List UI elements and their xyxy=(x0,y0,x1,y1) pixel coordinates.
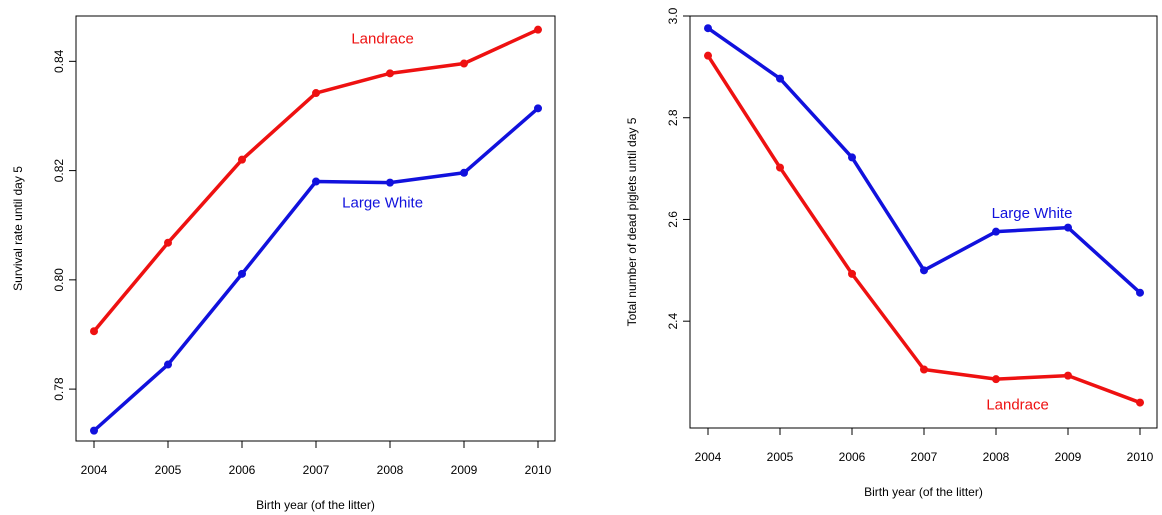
x-tick-label: 2009 xyxy=(1055,450,1082,464)
series-line-landrace xyxy=(706,53,1142,405)
data-point-landrace xyxy=(312,89,320,98)
data-point-large-white xyxy=(1064,223,1072,232)
data-point-large-white xyxy=(992,227,1000,236)
series-annotation-landrace: Landrace xyxy=(986,397,1049,414)
x-tick-label: 2010 xyxy=(1127,450,1154,464)
y-tick-label: 2.6 xyxy=(666,211,680,228)
data-point-landrace xyxy=(776,163,784,172)
data-point-large-white xyxy=(386,178,394,187)
data-point-landrace xyxy=(90,327,98,336)
x-tick-label: 2009 xyxy=(451,463,478,477)
y-tick-label: 3.0 xyxy=(666,7,680,24)
x-tick-label: 2008 xyxy=(377,463,404,477)
data-point-landrace xyxy=(992,375,1000,384)
x-tick-label: 2008 xyxy=(983,450,1010,464)
data-point-landrace xyxy=(238,155,246,164)
y-tick-label: 0.80 xyxy=(52,268,66,292)
data-point-large-white xyxy=(848,153,856,162)
data-point-landrace xyxy=(534,25,542,34)
data-point-landrace xyxy=(164,238,172,247)
data-point-large-white xyxy=(704,24,712,33)
x-tick-label: 2005 xyxy=(155,463,182,477)
chart-1: 2004 2005 2006 2007 2008 2009 2010 0.78 0.80 0.82… xyxy=(11,15,556,512)
x-axis-label: Birth year (of the litter) xyxy=(864,485,983,499)
y-axis-label: Survival rate until day 5 xyxy=(11,166,25,291)
series-annotation-landrace: Landrace xyxy=(351,30,414,47)
data-point-large-white xyxy=(90,426,98,435)
chart-2: 2004 2005 2006 2007 2008 2009 2010 2.4 2.6 2.8 3.0… xyxy=(625,7,1158,499)
x-tick-label: 2006 xyxy=(839,450,866,464)
data-point-landrace xyxy=(460,59,468,68)
data-point-landrace xyxy=(386,69,394,78)
data-point-large-white xyxy=(164,360,172,369)
series-annotation-large-white: Large White xyxy=(992,205,1073,222)
series-line-large-white xyxy=(706,26,1142,295)
data-point-landrace xyxy=(1136,398,1144,407)
x-tick-label: 2007 xyxy=(911,450,938,464)
data-point-landrace xyxy=(1064,371,1072,380)
data-point-large-white xyxy=(776,74,784,83)
series-line-large-white xyxy=(92,106,540,433)
data-point-landrace xyxy=(920,365,928,374)
y-tick-label: 2.8 xyxy=(666,109,680,126)
data-point-large-white xyxy=(238,269,246,278)
data-point-large-white xyxy=(920,266,928,275)
plot-frame xyxy=(75,15,556,442)
x-tick-label: 2006 xyxy=(229,463,256,477)
x-tick-label: 2010 xyxy=(525,463,552,477)
y-tick-label: 0.84 xyxy=(52,49,66,73)
data-point-large-white xyxy=(534,104,542,113)
x-tick-label: 2007 xyxy=(303,463,330,477)
data-point-landrace xyxy=(848,269,856,278)
x-tick-label: 2004 xyxy=(695,450,722,464)
y-tick-label: 0.82 xyxy=(52,159,66,183)
data-point-large-white xyxy=(1136,288,1144,297)
y-axis-label: Total number of dead piglets until day 5 xyxy=(625,117,639,326)
data-point-large-white xyxy=(460,168,468,177)
x-tick-label: 2005 xyxy=(767,450,794,464)
data-point-landrace xyxy=(704,51,712,60)
series-annotation-large-white: Large White xyxy=(342,195,423,212)
y-tick-label: 2.4 xyxy=(666,313,680,330)
x-axis-label: Birth year (of the litter) xyxy=(256,498,375,512)
y-tick-label: 0.78 xyxy=(52,377,66,401)
data-point-large-white xyxy=(312,177,320,186)
x-tick-label: 2004 xyxy=(81,463,108,477)
